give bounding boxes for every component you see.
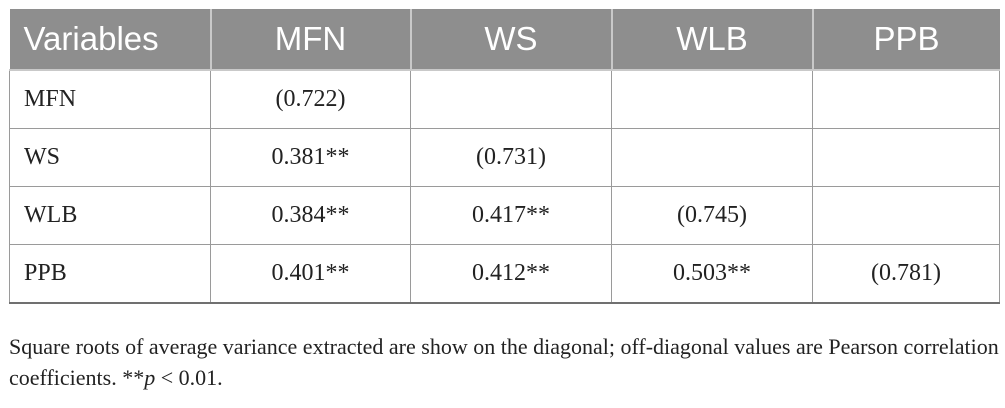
table-cell: 0.412** [410,244,612,304]
table-row: WLB 0.384** 0.417** (0.745) [9,186,1000,245]
correlation-table: Variables MFN WS WLB PPB MFN (0.722) WS … [9,9,1000,304]
table-cell: 0.503** [611,244,813,304]
table-cell: (0.781) [812,244,1000,304]
footnote-text: Square roots of average variance extract… [9,334,999,390]
correlation-table-container: Variables MFN WS WLB PPB MFN (0.722) WS … [9,9,1000,304]
table-row: MFN (0.722) [9,69,1000,129]
row-label: WS [9,128,211,187]
row-label: PPB [9,244,211,304]
header-ws: WS [409,9,613,71]
table-cell: (0.745) [611,186,813,245]
table-cell: 0.401** [210,244,411,304]
row-label: WLB [9,186,211,245]
table-cell [611,128,813,187]
table-cell [410,69,612,129]
table-cell [611,69,813,129]
table-footnote: Square roots of average variance extract… [9,331,1003,393]
footnote-p-condition: < 0.01. [155,365,223,390]
table-cell: 0.381** [210,128,411,187]
table-cell [812,128,1000,187]
row-label: MFN [9,69,211,129]
table-cell: 0.417** [410,186,612,245]
table-cell [812,69,1000,129]
header-wlb: WLB [610,9,814,71]
footnote-p-symbol: p [144,365,156,390]
table-row: PPB 0.401** 0.412** 0.503** (0.781) [9,244,1000,304]
table-row: WS 0.381** (0.731) [9,128,1000,187]
header-ppb: PPB [811,9,1000,71]
header-mfn: MFN [209,9,412,71]
table-cell: 0.384** [210,186,411,245]
table-cell: (0.731) [410,128,612,187]
header-row: Variables MFN WS WLB PPB [9,9,1000,71]
header-variables: Variables [9,9,212,71]
table-cell: (0.722) [210,69,411,129]
table-cell [812,186,1000,245]
